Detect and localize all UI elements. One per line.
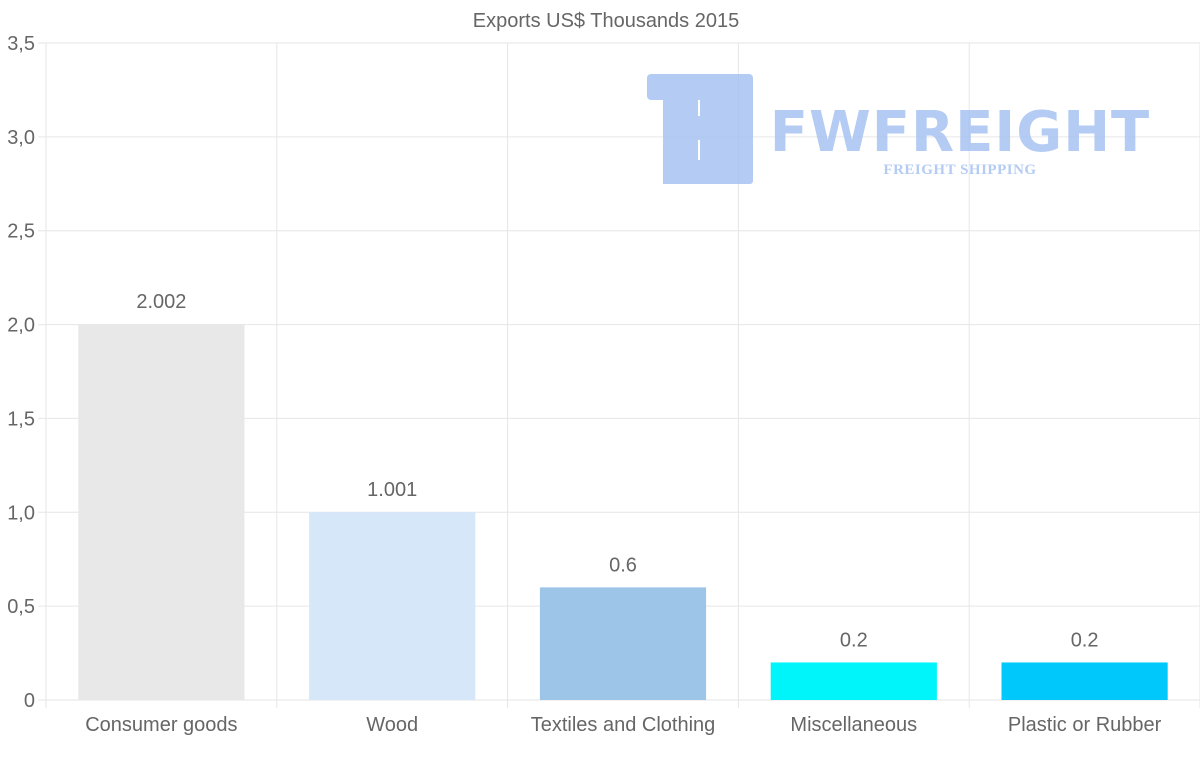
fwfreight-logo-icon [647, 74, 753, 184]
y-tick-label: 0,5 [7, 596, 35, 618]
bar-miscellaneous[interactable] [770, 662, 937, 700]
data-label: 0.6 [609, 554, 637, 576]
y-tick-label: 1,0 [7, 502, 35, 524]
y-axis-ticks: 0 0,5 1,0 1,5 2,0 2,5 3,0 3,5 [7, 33, 35, 712]
data-labels: 2.002 1.001 0.6 0.2 0.2 [136, 291, 1098, 651]
bar-plastic-or-rubber[interactable] [1001, 662, 1168, 700]
data-label: 0.2 [1071, 629, 1099, 651]
chart-title: Exports US$ Thousands 2015 [473, 10, 739, 32]
data-label: 0.2 [840, 629, 868, 651]
watermark-brand: FWFREIGHT [770, 100, 1151, 165]
bar-wood[interactable] [309, 512, 476, 700]
x-category-label: Textiles and Clothing [531, 714, 716, 736]
data-label: 1.001 [367, 479, 417, 501]
x-category-label: Plastic or Rubber [1008, 714, 1162, 736]
y-tick-label: 1,5 [7, 408, 35, 430]
y-tick-label: 2,5 [7, 221, 35, 243]
bar-series [78, 324, 1168, 700]
x-category-label: Consumer goods [85, 714, 237, 736]
fwfreight-watermark: FWFREIGHT FREIGHT SHIPPING [647, 74, 1151, 184]
x-category-label: Wood [366, 714, 418, 736]
data-label: 2.002 [136, 291, 186, 313]
bar-consumer-goods[interactable] [78, 324, 245, 700]
bar-textiles-and-clothing[interactable] [539, 587, 707, 700]
watermark-tagline: FREIGHT SHIPPING [883, 162, 1036, 178]
x-axis-category-labels: Consumer goods Wood Textiles and Clothing M… [85, 714, 1161, 736]
y-tick-label: 2,0 [7, 315, 35, 337]
y-tick-label: 3,0 [7, 127, 35, 149]
x-category-label: Miscellaneous [790, 714, 917, 736]
y-tick-label: 3,5 [7, 33, 35, 55]
y-tick-label: 0 [24, 690, 35, 712]
